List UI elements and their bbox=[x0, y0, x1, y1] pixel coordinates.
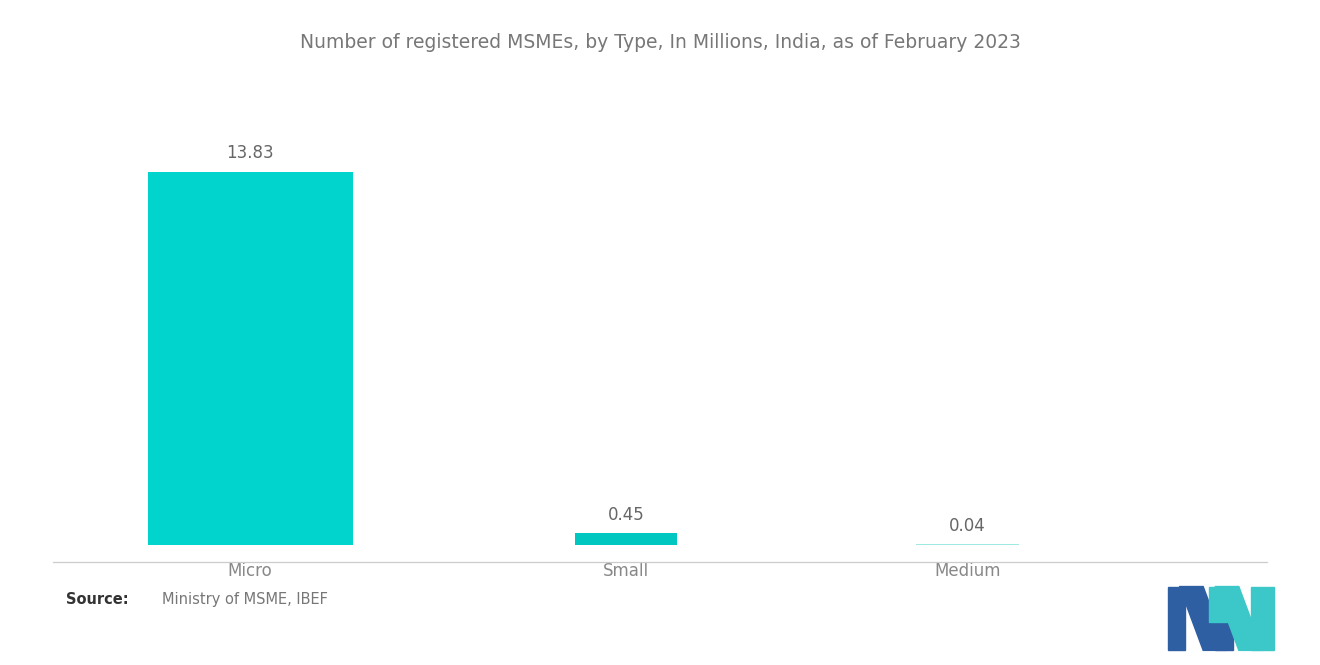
Polygon shape bbox=[1179, 587, 1226, 650]
Text: 0.04: 0.04 bbox=[949, 517, 986, 535]
Polygon shape bbox=[1250, 587, 1274, 650]
Polygon shape bbox=[1209, 587, 1226, 622]
Text: 0.45: 0.45 bbox=[607, 505, 644, 524]
Bar bbox=[148, 172, 352, 545]
Bar bbox=[916, 544, 1019, 545]
Text: Number of registered MSMEs, by Type, In Millions, India, as of February 2023: Number of registered MSMEs, by Type, In … bbox=[300, 33, 1020, 53]
Polygon shape bbox=[1214, 614, 1233, 650]
Bar bbox=[574, 533, 677, 545]
Text: Ministry of MSME, IBEF: Ministry of MSME, IBEF bbox=[162, 592, 329, 607]
Text: 13.83: 13.83 bbox=[226, 144, 273, 162]
Text: Source:: Source: bbox=[66, 592, 128, 607]
Polygon shape bbox=[1214, 587, 1262, 650]
Polygon shape bbox=[1167, 587, 1185, 650]
